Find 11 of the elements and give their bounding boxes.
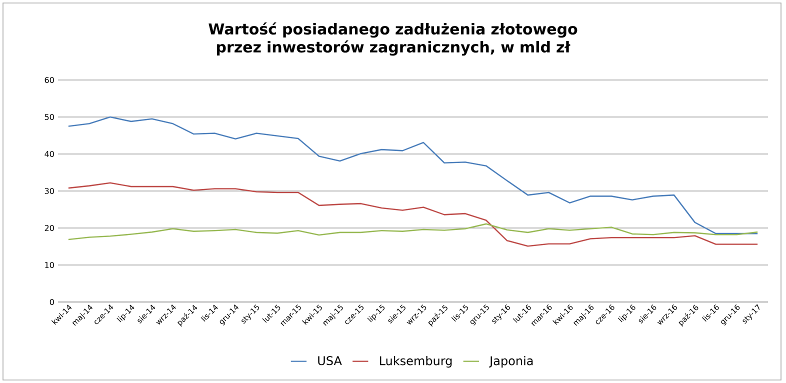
y-tick-label: 20 xyxy=(44,224,54,232)
legend-label: Luksemburg xyxy=(380,356,452,368)
y-tick-label: 10 xyxy=(45,262,54,268)
y-tick-label: 0 xyxy=(50,298,54,306)
y-tick-label: 30 xyxy=(44,188,54,194)
y-tick-label: 60 xyxy=(44,76,54,84)
y-tick-label: 40 xyxy=(44,150,54,158)
legend-label: Japonia xyxy=(488,356,533,368)
y-tick-label: 50 xyxy=(44,114,54,120)
chart-title: Wartość posiadanego zadłużenia złotowego przez inwestorów zagranicznych, w mld zł xyxy=(208,22,578,56)
legend-label: USA xyxy=(318,356,342,366)
